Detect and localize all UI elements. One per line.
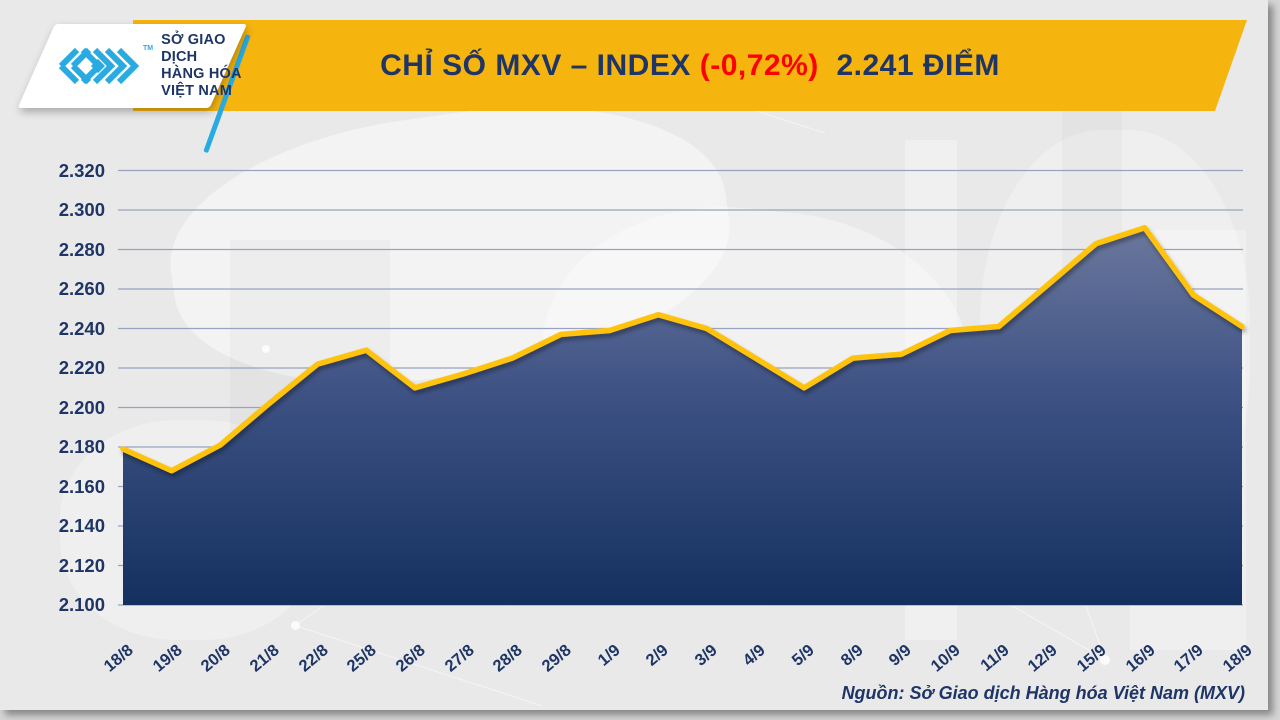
y-axis-label: 2.320	[58, 159, 105, 181]
y-axis-label: 2.280	[58, 238, 105, 260]
source-caption: Nguồn: Sở Giao dịch Hàng hóa Việt Nam (M…	[841, 683, 1245, 703]
y-axis-label: 2.180	[58, 436, 105, 457]
page-title: CHỈ SỐ MXV – INDEX (-0,72%) 2.241 ĐIỂM	[380, 49, 1000, 83]
y-axis-label: 2.160	[58, 475, 105, 497]
index-line	[120, 225, 1245, 474]
plot-canvas	[118, 169, 1245, 606]
slide-page: CHỈ SỐ MXV – INDEX (-0,72%) 2.241 ĐIỂM T…	[0, 0, 1268, 710]
title-banner: CHỈ SỐ MXV – INDEX (-0,72%) 2.241 ĐIỂM	[133, 20, 1247, 111]
y-axis-label: 2.200	[58, 396, 105, 418]
mxv-logo-icon	[58, 47, 140, 85]
y-axis-label: 2.240	[58, 317, 105, 339]
title-text: CHỈ SỐ MXV – INDEX	[380, 48, 700, 82]
y-axis-label: 2.120	[58, 554, 105, 576]
y-axis-label: 2.260	[58, 278, 105, 299]
area-fill	[123, 227, 1242, 606]
y-axis-label: 2.220	[58, 357, 105, 378]
title-index-value: 2.241 ĐIỂM	[827, 48, 1000, 82]
y-axis-label: 2.100	[58, 594, 105, 615]
title-change-percent: (-0,72%)	[699, 48, 819, 82]
logo-card: TM SỞ GIAO DỊCH HÀNG HÓA VIỆT NAM	[17, 24, 248, 108]
y-axis-label: 2.140	[58, 515, 105, 536]
y-axis-label: 2.300	[58, 199, 105, 220]
